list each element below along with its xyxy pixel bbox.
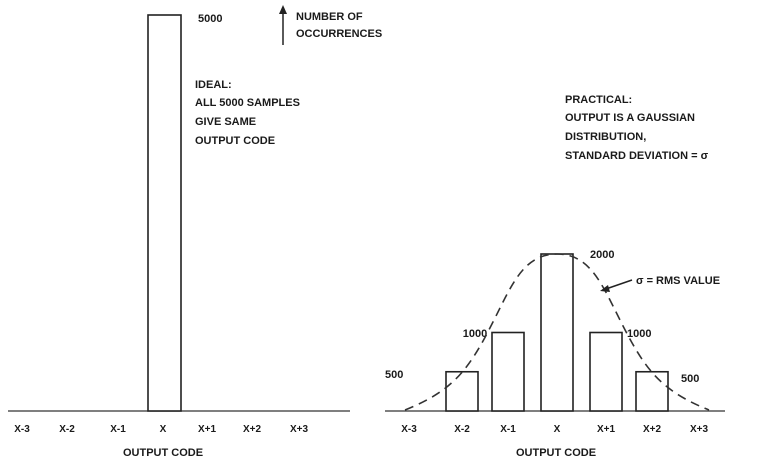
left-bars xyxy=(147,14,182,412)
practical-annotation-4: STANDARD DEVIATION = σ xyxy=(565,150,709,162)
left-tick-label: X-3 xyxy=(14,424,30,435)
right-bar-value-label: 2000 xyxy=(590,249,614,261)
y-axis-label-line1: NUMBER OF xyxy=(296,11,363,23)
right-tick-label: X-3 xyxy=(401,424,417,435)
left-tick-label: X-1 xyxy=(110,424,126,435)
left-bar-value-label: 5000 xyxy=(198,13,222,25)
right-bar xyxy=(589,331,623,412)
right-tick-label: X+3 xyxy=(690,424,709,435)
ideal-annotation-2: ALL 5000 SAMPLES xyxy=(195,97,300,109)
right-x-axis-title: OUTPUT CODE xyxy=(516,447,596,459)
left-tick-label: X xyxy=(160,424,167,435)
right-bar-value-labels: 500 1000 2000 1000 500 xyxy=(385,249,699,385)
ideal-annotation-3: GIVE SAME xyxy=(195,116,256,128)
left-tick-label: X+3 xyxy=(290,424,309,435)
left-tick-label: X-2 xyxy=(59,424,75,435)
right-bars xyxy=(445,253,669,412)
right-tick-label: X-2 xyxy=(454,424,470,435)
right-bar xyxy=(445,370,479,412)
left-tick-label: X+2 xyxy=(243,424,262,435)
y-axis-label-line2: OCCURRENCES xyxy=(296,28,382,40)
right-tick-labels: X-3 X-2 X-1 X X+1 X+2 X+3 xyxy=(401,424,708,435)
right-bar xyxy=(540,253,574,412)
left-bar xyxy=(147,14,182,412)
practical-annotation-2: OUTPUT IS A GAUSSIAN xyxy=(565,112,695,124)
right-bar xyxy=(635,370,669,412)
right-bar-value-label: 1000 xyxy=(627,328,651,340)
right-bar-value-label: 500 xyxy=(385,369,403,381)
right-tick-label: X+2 xyxy=(643,424,662,435)
right-bar-value-label: 500 xyxy=(681,373,699,385)
ideal-annotation-4: OUTPUT CODE xyxy=(195,135,275,147)
left-tick-label: X+1 xyxy=(198,424,217,435)
practical-annotation-1: PRACTICAL: xyxy=(565,94,632,106)
ideal-annotation-1: IDEAL: xyxy=(195,79,232,91)
left-x-axis-title: OUTPUT CODE xyxy=(123,447,203,459)
right-tick-label: X-1 xyxy=(500,424,516,435)
right-tick-label: X xyxy=(554,424,561,435)
y-axis-arrow xyxy=(279,5,287,45)
practical-annotation-3: DISTRIBUTION, xyxy=(565,131,646,143)
left-tick-labels: X-3 X-2 X-1 X X+1 X+2 X+3 xyxy=(14,424,308,435)
sigma-rms-label: σ = RMS VALUE xyxy=(636,275,720,287)
right-bar-value-label: 1000 xyxy=(463,328,487,340)
sigma-pointer-arrow xyxy=(600,279,633,292)
right-tick-label: X+1 xyxy=(597,424,616,435)
gaussian-curve xyxy=(404,253,710,411)
right-bar xyxy=(491,331,525,412)
